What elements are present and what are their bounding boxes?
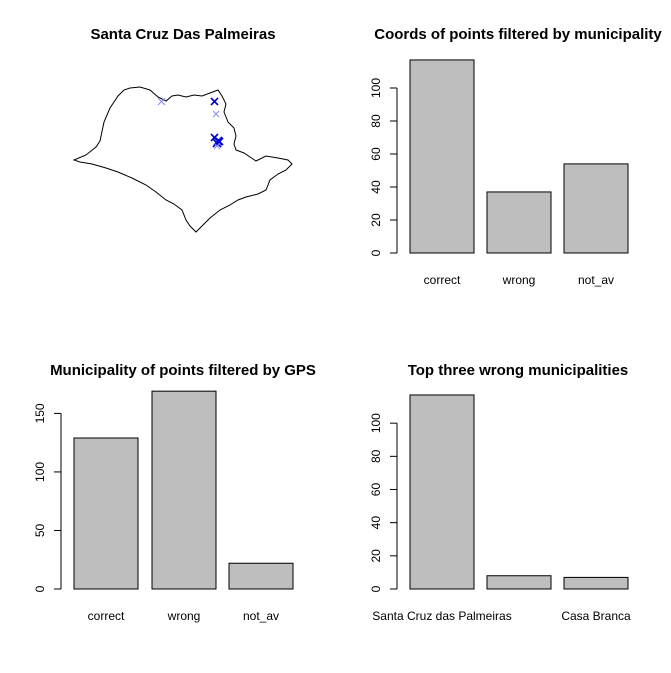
map-panel-title: Santa Cruz Das Palmeiras xyxy=(90,26,275,43)
bar-2 xyxy=(563,576,629,590)
map-points xyxy=(210,97,224,148)
y-tick-label: 60 xyxy=(369,483,383,497)
y-tick-label: 0 xyxy=(369,249,383,256)
x-category-label: wrong xyxy=(167,609,201,623)
x-category-label: Santa Cruz das Palmeiras xyxy=(372,609,511,623)
bar-0 xyxy=(409,394,475,590)
map-panel: Santa Cruz Das Palmeiras xyxy=(72,26,293,233)
y-tick-label: 80 xyxy=(369,449,383,463)
bar-2 xyxy=(228,562,294,590)
bar-1 xyxy=(486,191,552,254)
y-tick-label: 40 xyxy=(369,516,383,530)
y-tick-label: 50 xyxy=(33,523,47,537)
y-tick-label: 20 xyxy=(369,549,383,563)
chart-title: Top three wrong municipalities xyxy=(408,362,629,379)
bar-2 xyxy=(563,163,629,254)
x-category-label: Casa Branca xyxy=(561,609,631,623)
bar-chart-municipality-by-gps: Municipality of points filtered by GPS 0 5… xyxy=(33,362,316,623)
y-tick-label: 150 xyxy=(33,403,47,423)
chart-title: Coords of points filtered by municipalit… xyxy=(374,26,662,43)
y-tick-label: 40 xyxy=(369,180,383,194)
bar-0 xyxy=(409,59,475,254)
y-tick-label: 100 xyxy=(369,78,383,98)
x-category-label: wrong xyxy=(502,273,536,287)
y-tick-label: 100 xyxy=(33,462,47,482)
y-tick-label: 60 xyxy=(369,147,383,161)
state-boundary-outline xyxy=(72,86,293,233)
bar-1 xyxy=(486,575,552,590)
y-tick-label: 100 xyxy=(369,413,383,433)
bar-chart-top-wrong-municipalities: Top three wrong municipalities 0 20 40 60 80 1… xyxy=(369,362,631,623)
y-tick-label: 80 xyxy=(369,114,383,128)
x-category-label: not_av xyxy=(578,273,614,287)
y-tick-label: 20 xyxy=(369,213,383,227)
y-tick-label: 0 xyxy=(369,585,383,592)
bar-1 xyxy=(151,390,217,590)
x-category-label: correct xyxy=(88,609,125,623)
y-tick-label: 0 xyxy=(33,585,47,592)
map-points-light xyxy=(157,97,221,150)
chart-title: Municipality of points filtered by GPS xyxy=(50,362,316,379)
bar-chart-coords-by-municipality: Coords of points filtered by municipalit… xyxy=(369,26,662,287)
bar-0 xyxy=(73,437,139,590)
x-category-label: correct xyxy=(424,273,461,287)
x-category-label: not_av xyxy=(243,609,279,623)
